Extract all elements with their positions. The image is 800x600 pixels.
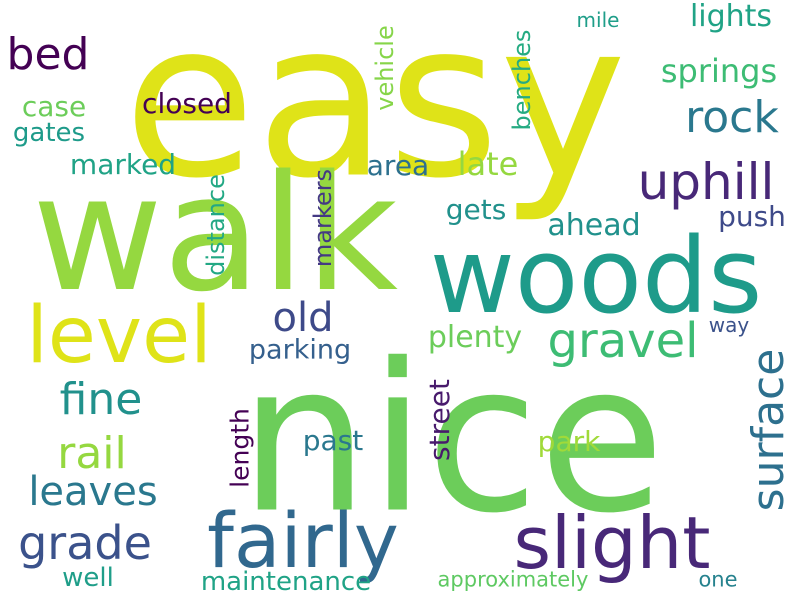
word-leaves: leaves <box>28 469 158 515</box>
word-maintenance: maintenance <box>200 567 372 597</box>
word-bed: bed <box>6 29 90 80</box>
word-fine: fine <box>59 374 143 425</box>
word-park: park <box>537 425 601 458</box>
word-late: late <box>457 145 519 183</box>
word-past: past <box>302 424 364 457</box>
word-gravel: gravel <box>547 313 699 369</box>
word-marked: marked <box>69 148 177 181</box>
word-walk: walk <box>31 140 399 327</box>
word-level: level <box>26 291 212 381</box>
word-nice: nice <box>239 320 665 559</box>
word-woods: woods <box>429 215 763 337</box>
word-area: area <box>366 149 430 182</box>
word-length: length <box>225 408 255 488</box>
word-gates: gates <box>12 118 86 148</box>
word-slight: slight <box>513 501 711 585</box>
word-way: way <box>708 313 750 337</box>
word-closed: closed <box>142 87 232 120</box>
word-parking: parking <box>248 334 352 366</box>
word-push: push <box>718 200 786 233</box>
word-ahead: ahead <box>547 208 641 243</box>
word-markers: markers <box>309 168 337 268</box>
word-street: street <box>423 379 456 461</box>
word-distance: distance <box>202 174 230 276</box>
word-plenty: plenty <box>427 320 523 355</box>
word-benches: benches <box>508 29 536 131</box>
word-uphill: uphill <box>637 153 775 211</box>
word-old: old <box>272 295 334 341</box>
word-gets: gets <box>445 193 507 226</box>
word-case: case <box>21 90 87 123</box>
word-well: well <box>62 563 114 593</box>
word-springs: springs <box>660 52 778 90</box>
word-fairly: fairly <box>207 496 399 585</box>
word-easy: easy <box>123 0 627 226</box>
word-grade: grade <box>18 516 152 570</box>
word-one: one <box>698 567 738 592</box>
word-rock: rock <box>685 92 779 143</box>
word-surface: surface <box>743 348 794 512</box>
word-approximately: approximately <box>437 567 589 592</box>
word-vehicle: vehicle <box>371 25 399 111</box>
word-rail: rail <box>57 428 127 479</box>
word-mile: mile <box>576 8 620 32</box>
word-lights: lights <box>689 0 773 34</box>
